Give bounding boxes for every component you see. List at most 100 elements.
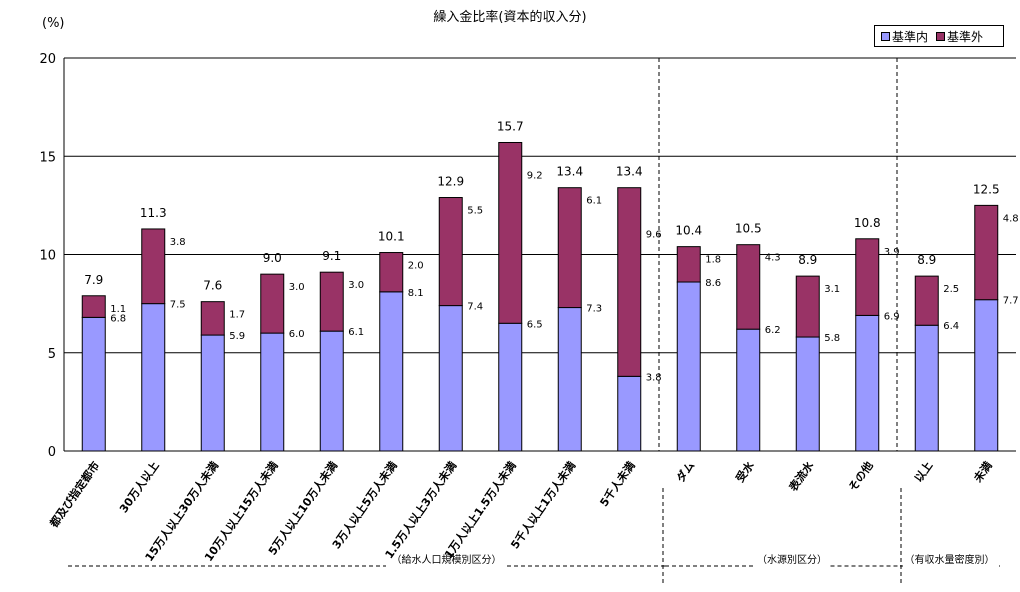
legend-label-inner: 基準内 [892, 29, 929, 44]
group-label: （有収水量密度別） [905, 553, 995, 566]
data-label-outer: 3.9 [884, 247, 900, 258]
data-label-outer: 3.1 [824, 284, 840, 295]
y-tick-label: 5 [48, 347, 56, 362]
data-label-total: 10.4 [675, 224, 702, 238]
x-category-label: 3万人以上5万人未満 [329, 459, 400, 552]
bar-inner [795, 336, 820, 452]
bar-outer [438, 197, 463, 307]
bar-outer [81, 295, 106, 318]
x-category-label: ダム [673, 459, 697, 485]
data-label-inner: 6.9 [884, 311, 900, 322]
data-label-inner: 6.2 [765, 325, 781, 336]
data-label-inner: 5.8 [824, 333, 840, 344]
bar-outer [617, 187, 642, 377]
legend: 基準内 基準外 [874, 25, 1004, 47]
x-category-label: 都及び指定都市 [46, 459, 102, 531]
bar-outer [914, 275, 939, 326]
legend-swatch-outer [936, 31, 946, 41]
bar-outer [379, 252, 404, 293]
data-label-outer: 3.0 [289, 282, 305, 293]
y-tick-label: 20 [39, 52, 56, 67]
data-label-inner: 7.4 [467, 302, 483, 313]
data-label-inner: 5.9 [229, 331, 245, 342]
chart-title: 繰入金比率(資本的収入分) [433, 10, 587, 25]
bar-inner [260, 332, 285, 452]
x-category-label: 未満 [970, 459, 995, 486]
data-label-outer: 3.0 [348, 280, 364, 291]
data-label-total: 8.9 [798, 253, 817, 267]
data-label-inner: 6.0 [289, 329, 305, 340]
data-label-inner: 8.1 [408, 288, 424, 299]
bar-outer [260, 273, 285, 334]
y-tick-label: 15 [39, 150, 56, 165]
bar-inner [974, 299, 999, 452]
legend-label-outer: 基準外 [947, 29, 984, 44]
bar-outer [141, 228, 166, 305]
bar-outer [319, 271, 344, 332]
bar-inner [200, 334, 225, 452]
data-label-total: 11.3 [140, 206, 167, 220]
legend-item-inner: 基準内 [881, 28, 928, 45]
data-label-inner: 6.4 [943, 321, 959, 332]
data-label-inner: 7.5 [170, 300, 186, 311]
data-label-outer: 1.1 [110, 304, 126, 315]
bar-inner [914, 324, 939, 452]
data-label-outer: 9.2 [527, 170, 543, 181]
bar-inner [379, 291, 404, 452]
bar-inner [498, 322, 523, 452]
y-tick-label: 0 [48, 445, 56, 460]
group-label: （給水人口規模別区分） [392, 553, 502, 566]
y-tick-label: 10 [39, 249, 56, 264]
bar-inner [617, 375, 642, 452]
bar-inner [81, 316, 106, 452]
bar-inner [438, 305, 463, 452]
data-label-total: 9.1 [322, 249, 341, 263]
x-category-label: 以上 [911, 459, 935, 485]
data-label-inner: 7.3 [586, 304, 602, 315]
data-label-inner: 6.5 [527, 319, 543, 330]
bar-inner [557, 307, 582, 452]
y-axis-unit: (%) [42, 16, 65, 31]
data-label-outer: 3.8 [170, 237, 186, 248]
data-label-outer: 2.5 [943, 284, 959, 295]
bar-inner [736, 328, 761, 452]
data-label-inner: 7.7 [1003, 296, 1019, 307]
data-label-outer: 6.1 [586, 196, 602, 207]
bar-inner [676, 281, 701, 452]
data-label-total: 13.4 [616, 165, 643, 179]
data-label-inner: 8.6 [705, 278, 721, 289]
bar-outer [855, 238, 880, 316]
x-category-label: 5千人未満 [597, 459, 638, 509]
legend-item-outer: 基準外 [936, 28, 983, 45]
data-label-inner: 6.8 [110, 313, 126, 324]
data-label-total: 10.5 [735, 222, 762, 236]
x-category-label: 5万人以上10万人未満 [265, 459, 340, 558]
bar-outer [557, 187, 582, 309]
data-label-total: 12.9 [437, 175, 464, 189]
x-category-label: 表流水 [785, 458, 817, 495]
bar-inner [855, 314, 880, 452]
x-category-label: 5千人以上1万人未満 [507, 459, 578, 552]
bar-outer [200, 301, 225, 336]
data-label-total: 8.9 [917, 253, 936, 267]
bar-inner [319, 330, 344, 452]
data-label-outer: 1.7 [229, 310, 245, 321]
data-label-total: 10.1 [378, 230, 405, 244]
data-label-inner: 6.1 [348, 327, 364, 338]
data-label-inner: 3.8 [646, 372, 662, 383]
group-label: （水源別区分） [757, 553, 827, 566]
x-category-label: 30万人以上 [116, 459, 161, 516]
data-label-total: 9.0 [263, 251, 282, 265]
bar-outer [498, 141, 523, 324]
bar-outer [974, 204, 999, 301]
data-label-outer: 2.0 [408, 261, 424, 272]
data-label-total: 7.9 [84, 273, 103, 287]
data-label-outer: 5.5 [467, 206, 483, 217]
data-label-outer: 4.8 [1003, 213, 1019, 224]
data-label-total: 13.4 [556, 165, 583, 179]
data-label-total: 15.7 [497, 119, 524, 133]
data-label-total: 10.8 [854, 216, 881, 230]
x-category-label: 受水 [733, 458, 758, 485]
data-label-total: 7.6 [203, 279, 222, 293]
